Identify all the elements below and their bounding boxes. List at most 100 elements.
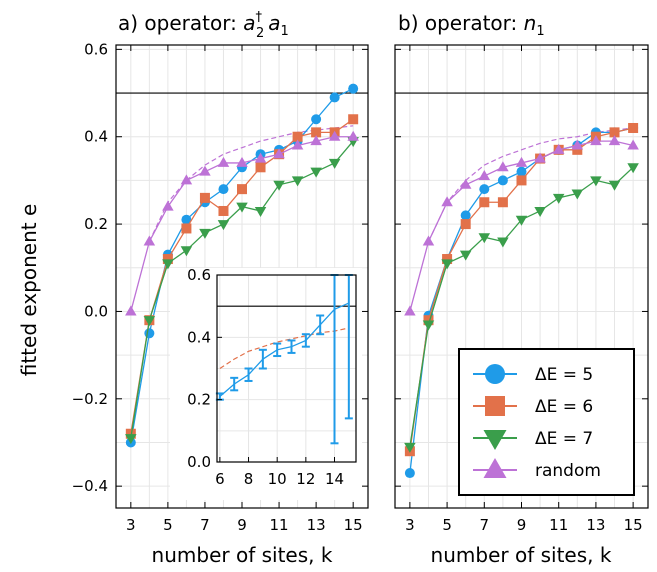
data-point bbox=[237, 184, 247, 195]
inset-x-tick-label: 8 bbox=[244, 470, 254, 488]
x-tick-label: 5 bbox=[163, 516, 173, 534]
legend-label: ΔE = 5 bbox=[535, 365, 593, 385]
data-point bbox=[125, 305, 137, 316]
data-point bbox=[479, 184, 490, 195]
inset-frame bbox=[216, 274, 357, 463]
data-point bbox=[291, 176, 304, 187]
data-point bbox=[516, 166, 527, 177]
x-tick-label: 15 bbox=[344, 516, 363, 534]
data-point bbox=[497, 197, 508, 208]
data-point bbox=[590, 176, 602, 187]
legend-label: ΔE = 7 bbox=[535, 429, 593, 449]
data-point bbox=[515, 215, 528, 226]
data-point bbox=[347, 130, 359, 141]
data-point bbox=[199, 192, 210, 203]
data-point bbox=[348, 83, 359, 94]
data-point bbox=[442, 254, 453, 265]
data-point bbox=[478, 170, 491, 181]
data-point bbox=[292, 131, 303, 142]
data-point bbox=[181, 214, 192, 225]
data-point bbox=[329, 92, 340, 103]
inset-y-tick-label: 0.6 bbox=[187, 266, 211, 284]
data-point bbox=[162, 200, 174, 211]
data-point bbox=[534, 152, 546, 163]
data-point bbox=[291, 139, 304, 150]
inset-plot: 6 8 10 12 14 0.0 0.2 0.4 0.6 bbox=[170, 266, 362, 500]
data-point bbox=[497, 175, 508, 186]
data-point bbox=[218, 184, 229, 195]
data-point bbox=[571, 189, 584, 200]
panel-a-title: a) operator: a† 2 a1 bbox=[118, 10, 289, 41]
legend-marker bbox=[485, 396, 505, 416]
series-triangle-down bbox=[125, 137, 359, 445]
panel-b-title: b) operator: n1 bbox=[398, 11, 545, 39]
data-point bbox=[608, 135, 621, 146]
y-tick-label: −0.4 bbox=[72, 477, 108, 495]
y-tick-label: 0.2 bbox=[84, 215, 108, 233]
data-point bbox=[273, 148, 285, 159]
legend-entry: ΔE = 7 bbox=[473, 429, 593, 450]
data-point bbox=[422, 320, 435, 331]
y-tick-label: −0.2 bbox=[72, 390, 108, 408]
data-point bbox=[328, 158, 341, 169]
data-point bbox=[217, 156, 230, 167]
data-point bbox=[516, 175, 527, 186]
data-point bbox=[572, 144, 583, 155]
series-triangle-up bbox=[404, 135, 639, 316]
legend-entry: ΔE = 6 bbox=[473, 396, 593, 417]
data-point bbox=[590, 135, 602, 146]
data-point bbox=[254, 152, 267, 163]
data-point bbox=[497, 237, 509, 248]
y-tick-label: 0.4 bbox=[84, 128, 108, 146]
data-point bbox=[609, 127, 620, 138]
data-point bbox=[143, 235, 156, 246]
data-point bbox=[552, 143, 565, 154]
inset-x-tick-label: 10 bbox=[268, 470, 287, 488]
series-triangle-up bbox=[125, 130, 359, 316]
x-tick-label: 7 bbox=[480, 516, 490, 534]
data-point bbox=[423, 315, 434, 326]
legend-entry: ΔE = 5 bbox=[473, 364, 593, 385]
data-point bbox=[273, 180, 285, 191]
data-point bbox=[404, 442, 416, 453]
data-point bbox=[162, 259, 174, 270]
data-point bbox=[125, 434, 137, 445]
data-point bbox=[627, 163, 639, 174]
x-tick-label: 5 bbox=[442, 516, 452, 534]
data-point bbox=[218, 205, 229, 216]
data-point bbox=[497, 161, 509, 172]
data-point bbox=[422, 235, 435, 246]
data-point bbox=[479, 197, 490, 208]
inset-x-tick-label: 12 bbox=[296, 470, 315, 488]
x-tick-label: 9 bbox=[237, 516, 247, 534]
x-tick-label: 3 bbox=[405, 516, 415, 534]
x-tick-label: 7 bbox=[200, 516, 210, 534]
inset-x-tick-label: 14 bbox=[325, 470, 344, 488]
data-point bbox=[404, 305, 416, 316]
x-tick-label: 11 bbox=[270, 516, 289, 534]
legend-label: random bbox=[535, 461, 601, 481]
data-point bbox=[627, 139, 639, 150]
data-point bbox=[180, 174, 193, 185]
y-tick-label: 0.0 bbox=[84, 302, 108, 320]
data-point bbox=[441, 196, 453, 207]
x-tick-label: 15 bbox=[624, 516, 643, 534]
y-tick-label: 0.6 bbox=[84, 40, 108, 58]
legend-entry: random bbox=[473, 458, 601, 481]
inset-fit-curve bbox=[219, 327, 349, 370]
data-point bbox=[348, 114, 359, 125]
data-point bbox=[310, 135, 322, 146]
series-triangle-down bbox=[404, 163, 639, 453]
data-point bbox=[460, 219, 471, 230]
legend: ΔE = 5 ΔE = 6 ΔE = 7 random bbox=[458, 348, 635, 496]
panel-b-xlabel: number of sites, k bbox=[431, 543, 612, 567]
x-tick-label: 13 bbox=[586, 516, 605, 534]
data-point bbox=[255, 162, 266, 173]
data-point bbox=[441, 259, 453, 270]
data-point bbox=[236, 202, 248, 213]
data-point bbox=[254, 206, 267, 217]
x-tick-label: 11 bbox=[549, 516, 568, 534]
data-point bbox=[608, 180, 621, 191]
inset-y-tick-label: 0.0 bbox=[187, 453, 211, 471]
